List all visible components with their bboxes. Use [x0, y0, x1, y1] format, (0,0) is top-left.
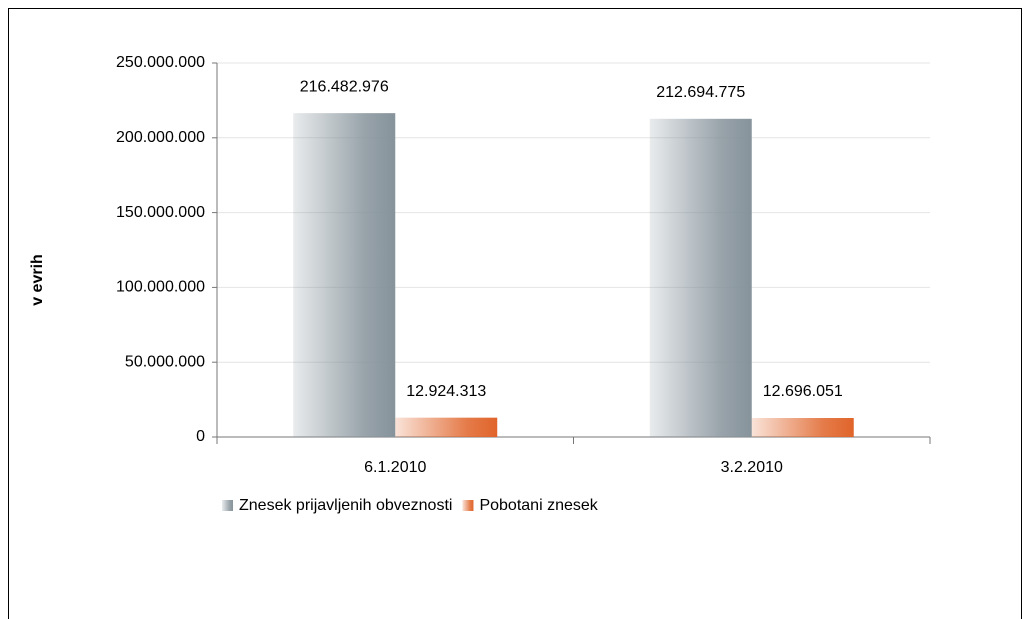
y-tick-label: 250.000.000 [116, 54, 205, 71]
y-tick-label: 0 [196, 428, 205, 445]
data-label: 12.696.051 [763, 383, 843, 400]
y-tick-label: 200.000.000 [116, 129, 205, 146]
data-label: 216.482.976 [300, 78, 389, 95]
bar [395, 417, 498, 437]
legend-swatch [222, 500, 233, 511]
x-tick-label: 3.2.2010 [721, 459, 783, 476]
chart-border [8, 8, 1022, 619]
bar [649, 118, 752, 437]
data-label: 12.924.313 [406, 383, 486, 400]
y-axis-title: v evrih [29, 254, 46, 306]
legend-label: Pobotani znesek [479, 497, 598, 514]
y-tick-label: 150.000.000 [116, 204, 205, 221]
legend-label: Znesek prijavljenih obveznosti [239, 497, 452, 514]
legend-swatch [462, 500, 474, 511]
y-tick-label: 50.000.000 [125, 353, 205, 370]
y-tick-label: 100.000.000 [116, 279, 205, 296]
bar [293, 113, 396, 437]
data-label: 212.694.775 [656, 84, 745, 101]
x-tick-label: 6.1.2010 [364, 459, 426, 476]
bar [751, 418, 854, 437]
